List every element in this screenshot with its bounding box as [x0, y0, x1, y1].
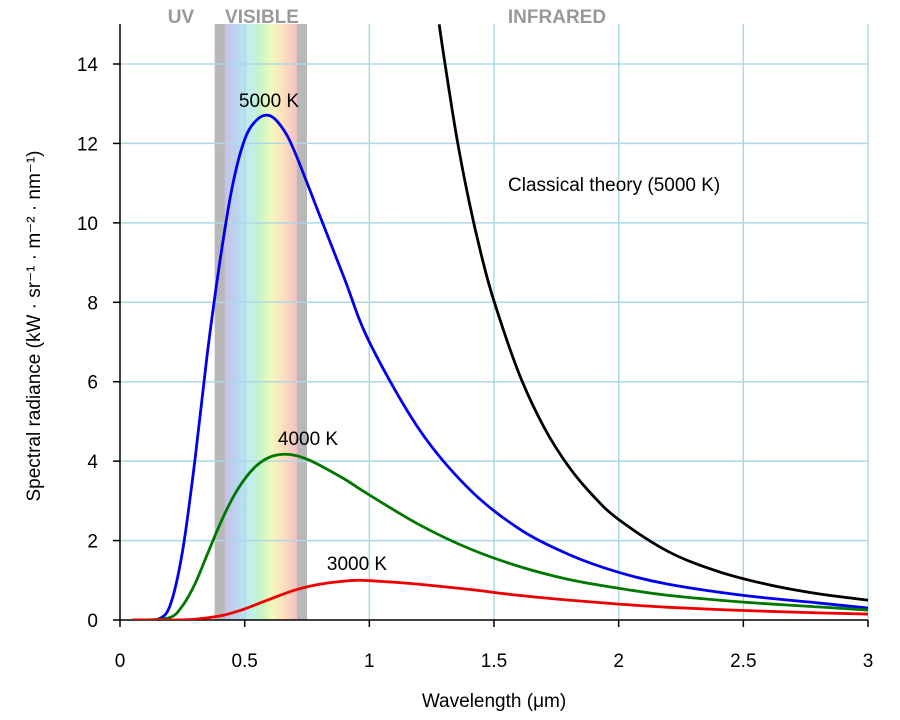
curves [132, 24, 868, 620]
y-tick-label-2: 4 [87, 452, 98, 473]
infrared-edge-band [297, 24, 307, 620]
x-tick-label-3: 1.5 [481, 651, 507, 672]
region-label-uv: UV [168, 7, 195, 28]
y-tick-label-3: 6 [87, 373, 98, 394]
y-tick-label-4: 8 [87, 293, 98, 314]
axis-ticks [113, 63, 869, 627]
series-label-5000k: 5000 K [239, 91, 300, 112]
uv-edge-band [214, 24, 225, 620]
series-label-classical: Classical theory (5000 K) [508, 175, 720, 196]
x-tick-label-4: 2 [613, 651, 624, 672]
y-tick-label-5: 10 [77, 214, 98, 235]
y-tick-label-6: 12 [77, 134, 98, 155]
y-tick-label-7: 14 [77, 55, 99, 76]
x-tick-label-1: 0.5 [231, 651, 257, 672]
x-tick-label-6: 3 [863, 651, 874, 672]
series-label-4000k: 4000 K [278, 429, 339, 450]
y-tick-label-0: 0 [87, 611, 98, 632]
region-label-infrared: INFRARED [508, 7, 606, 28]
curve-classical [437, 24, 868, 602]
region-label-visible: VISIBLE [225, 7, 299, 28]
y-tick-label-1: 2 [87, 532, 98, 553]
curve-3000k [132, 578, 868, 620]
x-tick-label-5: 2.5 [730, 651, 756, 672]
x-axis-title: Wavelength (μm) [422, 691, 566, 712]
series-label-3000k: 3000 K [327, 554, 388, 575]
x-tick-label-2: 1 [364, 651, 375, 672]
curve-4000k [132, 452, 868, 620]
y-axis-title: Spectral radiance (kW · sr⁻¹ · m⁻² · nm⁻… [24, 151, 45, 502]
curve-5000k [132, 113, 868, 620]
x-tick-label-0: 0 [115, 651, 126, 672]
visible-spectrum-band [214, 24, 307, 620]
